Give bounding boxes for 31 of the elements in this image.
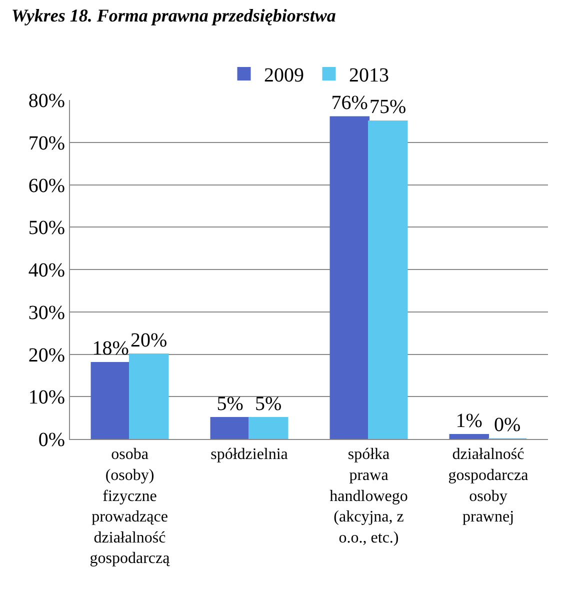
bar xyxy=(330,116,370,439)
data-label: 1% xyxy=(456,410,482,432)
data-label: 5% xyxy=(216,392,244,415)
x-tick-label: spółdzielnia xyxy=(210,446,288,464)
data-label: 5% xyxy=(255,392,282,415)
legend-label: 2013 xyxy=(349,64,389,87)
y-tick-label: 80% xyxy=(28,90,65,112)
data-label: 76% xyxy=(331,92,368,114)
bar xyxy=(129,354,169,439)
y-tick-label: 0% xyxy=(38,429,65,451)
y-tick-label: 60% xyxy=(28,174,65,197)
chart-title: Wykres 18. Forma prawna przedsiębiorstwa xyxy=(11,6,336,26)
bar xyxy=(90,362,130,439)
y-tick-label: 30% xyxy=(28,302,65,324)
y-tick-label: 40% xyxy=(28,260,65,282)
bar xyxy=(248,417,288,439)
x-tick-label: osoba (osoby) fizyczne prowadzące działalność gospodarczą xyxy=(90,446,171,568)
y-tick-label: 70% xyxy=(28,132,65,154)
data-label: 20% xyxy=(130,329,168,352)
y-tick-label: 10% xyxy=(28,386,65,409)
x-tick-label: działalność gospodarcza osoby prawnej xyxy=(448,446,528,526)
x-tick-label: spółka prawa handlowego (akcyjna, z o.o., etc.) xyxy=(330,446,408,546)
legend-label: 2009 xyxy=(264,64,304,87)
bar xyxy=(210,417,250,439)
y-tick-label: 50% xyxy=(28,217,65,240)
bar xyxy=(449,434,489,439)
data-label: 18% xyxy=(92,338,129,360)
bar xyxy=(368,120,408,439)
data-label: 75% xyxy=(370,96,406,118)
y-tick-label: 20% xyxy=(28,344,65,366)
data-label: 0% xyxy=(494,414,521,436)
